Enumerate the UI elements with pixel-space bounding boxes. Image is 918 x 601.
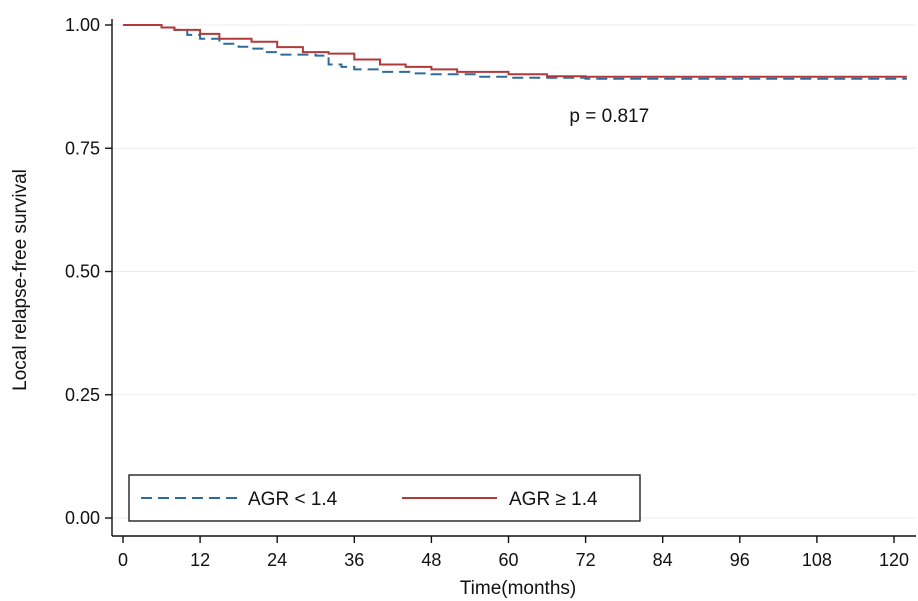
y-axis-title: Local relapse-free survival [10, 169, 31, 391]
legend-label-agr-high: AGR ≥ 1.4 [509, 489, 598, 510]
x-axis-title: Time(months) [460, 578, 576, 599]
y-tick-label-3: 0.75 [65, 138, 100, 158]
ticks: 0.00 0.25 0.50 0.75 1.00 0 12 24 36 48 60 72 84 96 108… [65, 15, 909, 570]
x-tick-label-6: 72 [576, 550, 596, 570]
axes [111, 19, 916, 537]
x-tick-label-10: 120 [879, 550, 909, 570]
y-tick-label-4: 1.00 [65, 15, 100, 35]
y-tick-label-2: 0.50 [65, 262, 100, 282]
x-tick-label-5: 60 [498, 550, 518, 570]
x-tick-label-1: 12 [190, 550, 210, 570]
x-tick-label-2: 24 [267, 550, 287, 570]
y-tick-label-1: 0.25 [65, 385, 100, 405]
x-tick-label-7: 84 [653, 550, 673, 570]
x-tick-label-3: 36 [344, 550, 364, 570]
grid-lines [112, 24, 916, 519]
series-group [123, 24, 907, 80]
legend-label-agr-low: AGR < 1.4 [248, 489, 338, 510]
series-line-agr-low [123, 24, 907, 80]
x-tick-label-9: 108 [802, 550, 832, 570]
x-tick-label-0: 0 [118, 550, 128, 570]
p-value-annotation: p = 0.817 [569, 106, 649, 127]
series-line-agr-high [123, 24, 907, 78]
x-tick-label-4: 48 [421, 550, 441, 570]
y-tick-label-0: 0.00 [65, 508, 100, 528]
legend: AGR < 1.4 AGR ≥ 1.4 [128, 474, 641, 522]
x-tick-label-8: 96 [730, 550, 750, 570]
